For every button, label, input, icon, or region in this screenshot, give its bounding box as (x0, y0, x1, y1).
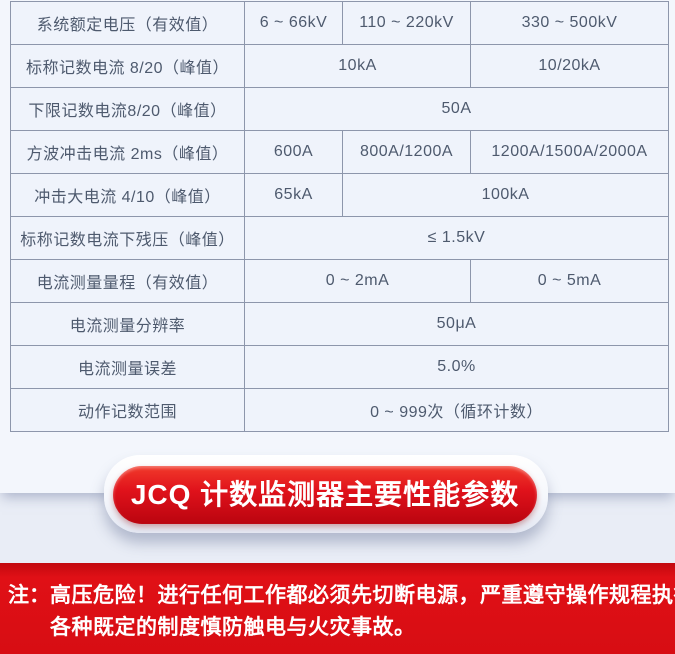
row-label: 冲击大电流 4/10（峰值） (10, 173, 245, 217)
row-label: 电流测量分辨率 (10, 302, 245, 346)
table-row: 系统额定电压（有效值） 6 ~ 66kV 110 ~ 220kV 330 ~ 500k… (10, 1, 669, 45)
spec-value-cell: 0 ~ 999次（循环计数） (244, 388, 669, 432)
row-label: 方波冲击电流 2ms（峰值） (10, 130, 245, 174)
spec-value-cell: 800A/1200A (342, 130, 471, 174)
table-row: 冲击大电流 4/10（峰值） 65kA 100kA (10, 173, 669, 217)
row-label: 标称记数电流 8/20（峰值） (10, 44, 245, 88)
table-row: 标称记数电流 8/20（峰值） 10kA 10/20kA (10, 44, 669, 88)
spec-value-cell: 5.0% (244, 345, 669, 389)
table-row: 电流测量误差 5.0% (10, 345, 669, 389)
warning-line-1: 高压危险！进行任何工作都必须先切断电源，严重遵守操作规程执行 (50, 584, 675, 607)
spec-section: 系统额定电压（有效值） 6 ~ 66kV 110 ~ 220kV 330 ~ 500k… (10, 1, 669, 432)
warning-text: 高压危险！进行任何工作都必须先切断电源，严重遵守操作规程执行 各种既定的制度慎防… (50, 580, 675, 644)
spec-value-cell: 1200A/1500A/2000A (470, 130, 669, 174)
spec-value-cell: 65kA (244, 173, 343, 217)
section-title-banner: JCQ 计数监测器主要性能参数 (113, 466, 537, 524)
spec-value-cell: 330 ~ 500kV (470, 1, 669, 45)
table-row: 标称记数电流下残压（峰值） ≤ 1.5kV (10, 216, 669, 260)
spec-value-cell: 10kA (244, 44, 471, 88)
row-label: 系统额定电压（有效值） (10, 1, 245, 45)
table-row: 电流测量分辨率 50μA (10, 302, 669, 346)
table-row: 动作记数范围 0 ~ 999次（循环计数） (10, 388, 669, 432)
row-label: 下限记数电流8/20（峰值） (10, 87, 245, 131)
spec-value-cell: 600A (244, 130, 343, 174)
row-label: 标称记数电流下残压（峰值） (10, 216, 245, 260)
spec-value-cell: 10/20kA (470, 44, 669, 88)
spec-value-cell: 50μA (244, 302, 669, 346)
warning-line-2: 各种既定的制度慎防触电与火灾事故。 (50, 616, 416, 639)
row-label: 电流测量量程（有效值） (10, 259, 245, 303)
spec-table: 系统额定电压（有效值） 6 ~ 66kV 110 ~ 220kV 330 ~ 500k… (10, 1, 669, 432)
spec-value-cell: 50A (244, 87, 669, 131)
spec-value-cell: 0 ~ 5mA (470, 259, 669, 303)
spec-value-cell: 100kA (342, 173, 669, 217)
table-row: 下限记数电流8/20（峰值） 50A (10, 87, 669, 131)
table-row: 电流测量量程（有效值） 0 ~ 2mA 0 ~ 5mA (10, 259, 669, 303)
row-label: 动作记数范围 (10, 388, 245, 432)
warning-banner: 注： 高压危险！进行任何工作都必须先切断电源，严重遵守操作规程执行 各种既定的制… (0, 563, 675, 654)
spec-value-cell: 6 ~ 66kV (244, 1, 343, 45)
row-label: 电流测量误差 (10, 345, 245, 389)
warning-prefix: 注： (8, 584, 50, 607)
spec-value-cell: 0 ~ 2mA (244, 259, 471, 303)
spec-value-cell: 110 ~ 220kV (342, 1, 471, 45)
spec-value-cell: ≤ 1.5kV (244, 216, 669, 260)
table-row: 方波冲击电流 2ms（峰值） 600A 800A/1200A 1200A/1500A/… (10, 130, 669, 174)
